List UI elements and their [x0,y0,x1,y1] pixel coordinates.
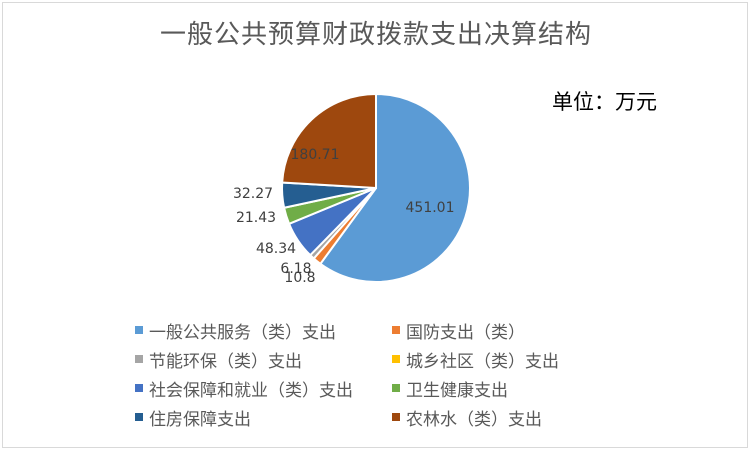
data-label-1: 10.8 [284,270,315,286]
legend-item-2: 节能环保（类）支出 [135,347,302,372]
legend-label: 一般公共服务（类）支出 [149,322,336,343]
legend-swatch [135,384,143,392]
legend-swatch [392,326,400,334]
legend-item-3: 城乡社区（类）支出 [392,347,559,372]
legend-swatch [135,355,143,363]
legend-item-6: 住房保障支出 [135,405,251,430]
legend-label: 节能环保（类）支出 [149,351,302,372]
data-label-5: 21.43 [236,210,276,226]
legend-item-1: 国防支出（类） [392,318,525,343]
legend-label: 住房保障支出 [149,409,251,430]
data-label-7: 180.71 [291,147,340,163]
legend-swatch [392,384,400,392]
data-label-6: 32.27 [233,186,273,202]
legend-item-0: 一般公共服务（类）支出 [135,318,336,343]
pie-slice-7 [281,92,377,190]
data-label-4: 48.34 [256,241,296,257]
legend-swatch [392,413,400,421]
legend-label: 城乡社区（类）支出 [406,351,559,372]
legend-item-4: 社会保障和就业（类）支出 [135,376,353,401]
data-label-0: 451.01 [406,200,455,216]
unit-label: 单位：万元 [552,90,657,114]
data-label-2: 6.18 [280,261,311,277]
legend-label: 农林水（类）支出 [406,409,542,430]
legend-label: 国防支出（类） [406,322,525,343]
legend-swatch [135,413,143,421]
chart-title: 一般公共预算财政拨款支出决算结构 [159,20,592,50]
legend-item-5: 卫生健康支出 [392,376,508,401]
legend-swatch [135,326,143,334]
legend-label: 卫生健康支出 [406,380,508,401]
legend-swatch [392,355,400,363]
legend-item-7: 农林水（类）支出 [392,405,542,430]
legend-label: 社会保障和就业（类）支出 [149,380,353,401]
pie-slice-0 [318,92,471,283]
